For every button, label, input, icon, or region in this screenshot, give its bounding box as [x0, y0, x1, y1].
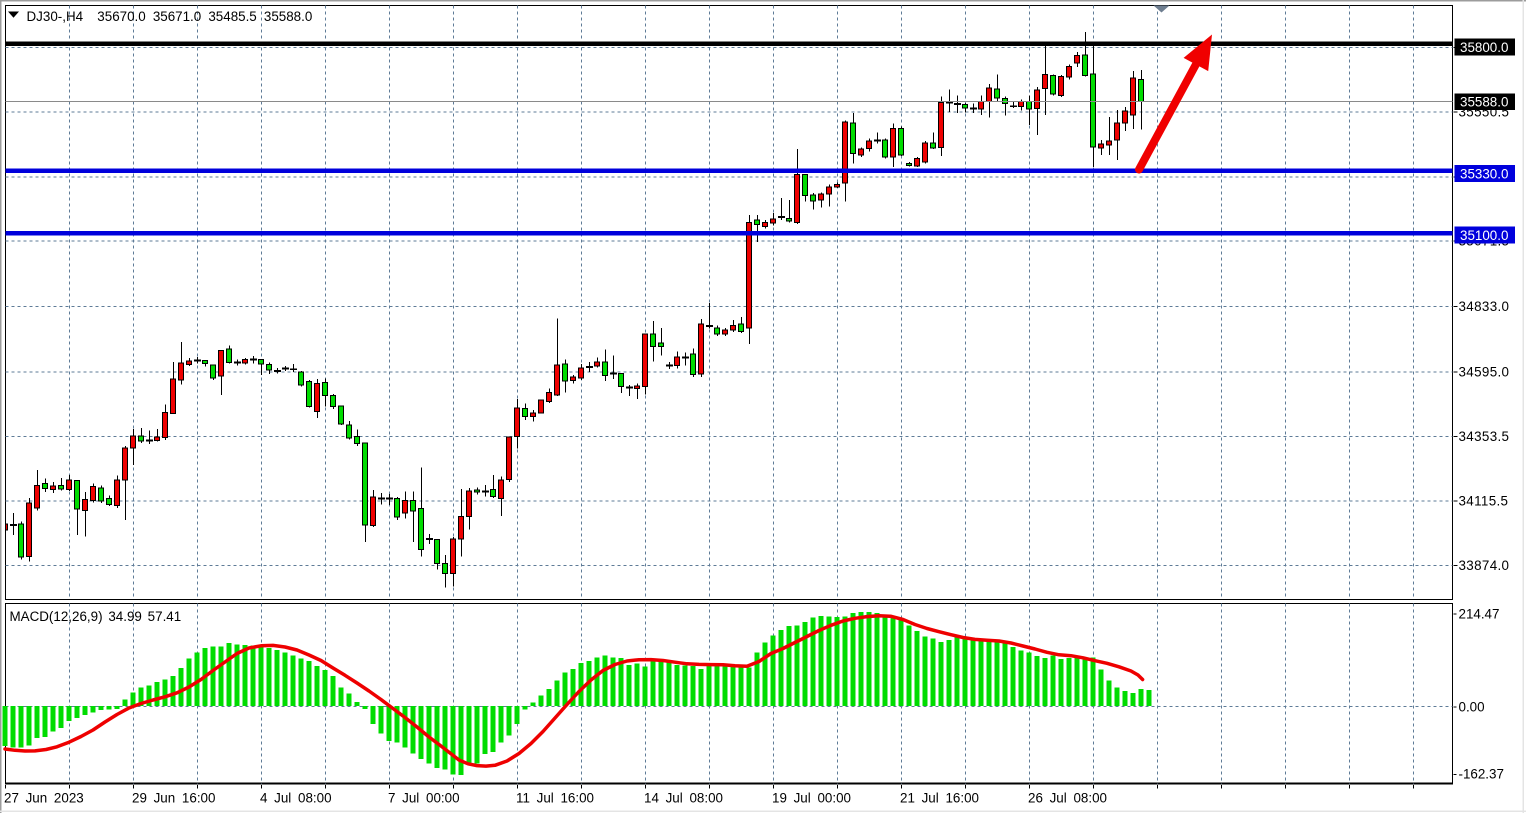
svg-text:11 Jul 16:00: 11 Jul 16:00: [516, 790, 594, 805]
svg-text:34833.0: 34833.0: [1459, 299, 1510, 314]
svg-text:DJ30-,H4 35670.0 35671.0 3548: DJ30-,H4 35670.0 35671.0 35485.5 35588.0: [27, 9, 313, 24]
svg-text:7 Jul 00:00: 7 Jul 00:00: [388, 790, 460, 805]
svg-text:34115.5: 34115.5: [1459, 493, 1509, 508]
svg-text:MACD(12,26,9) 34.99 57.41: MACD(12,26,9) 34.99 57.41: [10, 609, 182, 624]
svg-text:33874.0: 33874.0: [1459, 558, 1510, 573]
svg-text:35330.0: 35330.0: [1460, 166, 1508, 181]
svg-text:34353.5: 34353.5: [1459, 429, 1510, 444]
svg-text:35100.0: 35100.0: [1460, 228, 1508, 243]
svg-text:29 Jun 16:00: 29 Jun 16:00: [132, 790, 215, 805]
svg-text:27 Jun 2023: 27 Jun 2023: [4, 790, 84, 805]
svg-text:21 Jul 16:00: 21 Jul 16:00: [900, 790, 979, 805]
svg-text:35588.0: 35588.0: [1460, 95, 1508, 110]
svg-text:0.00: 0.00: [1459, 699, 1485, 714]
svg-text:35800.0: 35800.0: [1460, 40, 1508, 55]
svg-text:34595.0: 34595.0: [1459, 364, 1510, 379]
svg-text:214.47: 214.47: [1459, 606, 1500, 621]
svg-text:19 Jul 00:00: 19 Jul 00:00: [772, 790, 851, 805]
svg-text:4 Jul 08:00: 4 Jul 08:00: [260, 790, 332, 805]
svg-text:14 Jul 08:00: 14 Jul 08:00: [644, 790, 723, 805]
svg-text:-162.37: -162.37: [1459, 767, 1504, 782]
svg-text:26 Jul 08:00: 26 Jul 08:00: [1028, 790, 1107, 805]
